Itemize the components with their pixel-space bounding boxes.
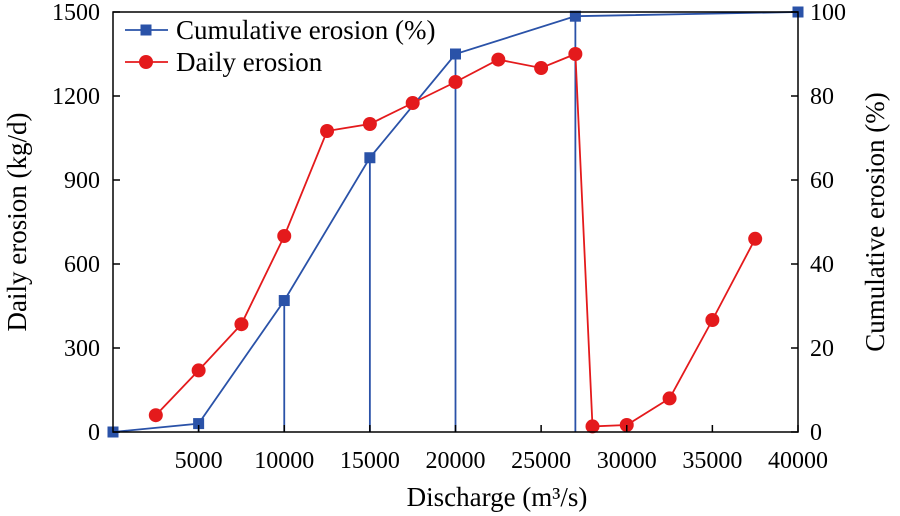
data-point-cumulative	[569, 10, 581, 22]
y-right-tick-label: 80	[810, 84, 834, 110]
data-point-daily	[448, 75, 463, 89]
legend-label-daily: Daily erosion	[176, 47, 323, 77]
data-point-daily	[534, 61, 549, 75]
x-axis-title: Discharge (m³/s)	[407, 482, 588, 512]
x-tick-label: 10000	[254, 448, 314, 474]
plot-area	[107, 6, 804, 438]
data-point-daily	[191, 363, 206, 378]
x-tick-label: 25000	[511, 448, 571, 474]
y-axis-left-title: Daily erosion (kg/d)	[2, 113, 32, 332]
data-point-daily	[277, 229, 292, 243]
y-right-tick-label: 20	[810, 336, 834, 362]
data-point-daily	[148, 408, 163, 423]
legend: Cumulative erosion (%) Daily erosion	[125, 15, 435, 77]
x-tick-label: 20000	[426, 448, 486, 474]
data-point-daily	[585, 419, 600, 434]
y-right-tick-label: 60	[810, 168, 834, 194]
legend-marker-daily	[139, 55, 153, 69]
data-point-daily	[662, 391, 677, 406]
x-tick-label: 5000	[175, 448, 223, 474]
data-point-daily	[234, 317, 249, 332]
data-point-daily	[405, 96, 420, 110]
data-point-cumulative	[278, 295, 290, 307]
y-axis-right-title: Cumulative erosion (%)	[860, 92, 890, 351]
data-point-daily	[362, 117, 377, 131]
data-point-daily	[491, 52, 506, 67]
data-point-cumulative	[364, 152, 376, 164]
y-left-tick-label: 900	[64, 168, 100, 194]
y-left-tick-label: 300	[64, 336, 100, 362]
x-tick-label: 40000	[768, 448, 828, 474]
data-point-daily	[320, 124, 335, 138]
x-tick-label: 30000	[597, 448, 657, 474]
data-point-cumulative	[193, 418, 205, 430]
data-point-cumulative	[450, 48, 461, 60]
data-point-daily	[748, 231, 763, 246]
series-line-daily	[155, 52, 756, 428]
y-left-tick-label: 600	[64, 252, 100, 278]
data-point-daily	[568, 47, 583, 61]
legend-marker-cumulative	[140, 24, 152, 36]
y-right-tick-label: 100	[810, 0, 846, 26]
axes: 5000 10000 15000 20000 25000 30000 35000 400000…	[52, 0, 846, 474]
y-right-tick-label: 40	[810, 252, 834, 278]
x-tick-label: 15000	[340, 448, 400, 474]
y-right-tick-label: 0	[810, 420, 822, 446]
y-left-tick-label: 1500	[52, 0, 100, 26]
data-point-daily	[705, 313, 720, 327]
y-left-tick-label: 1200	[52, 84, 100, 110]
legend-label-cumulative: Cumulative erosion (%)	[176, 15, 435, 45]
x-tick-label: 35000	[682, 448, 742, 474]
y-left-tick-label: 0	[88, 420, 100, 446]
